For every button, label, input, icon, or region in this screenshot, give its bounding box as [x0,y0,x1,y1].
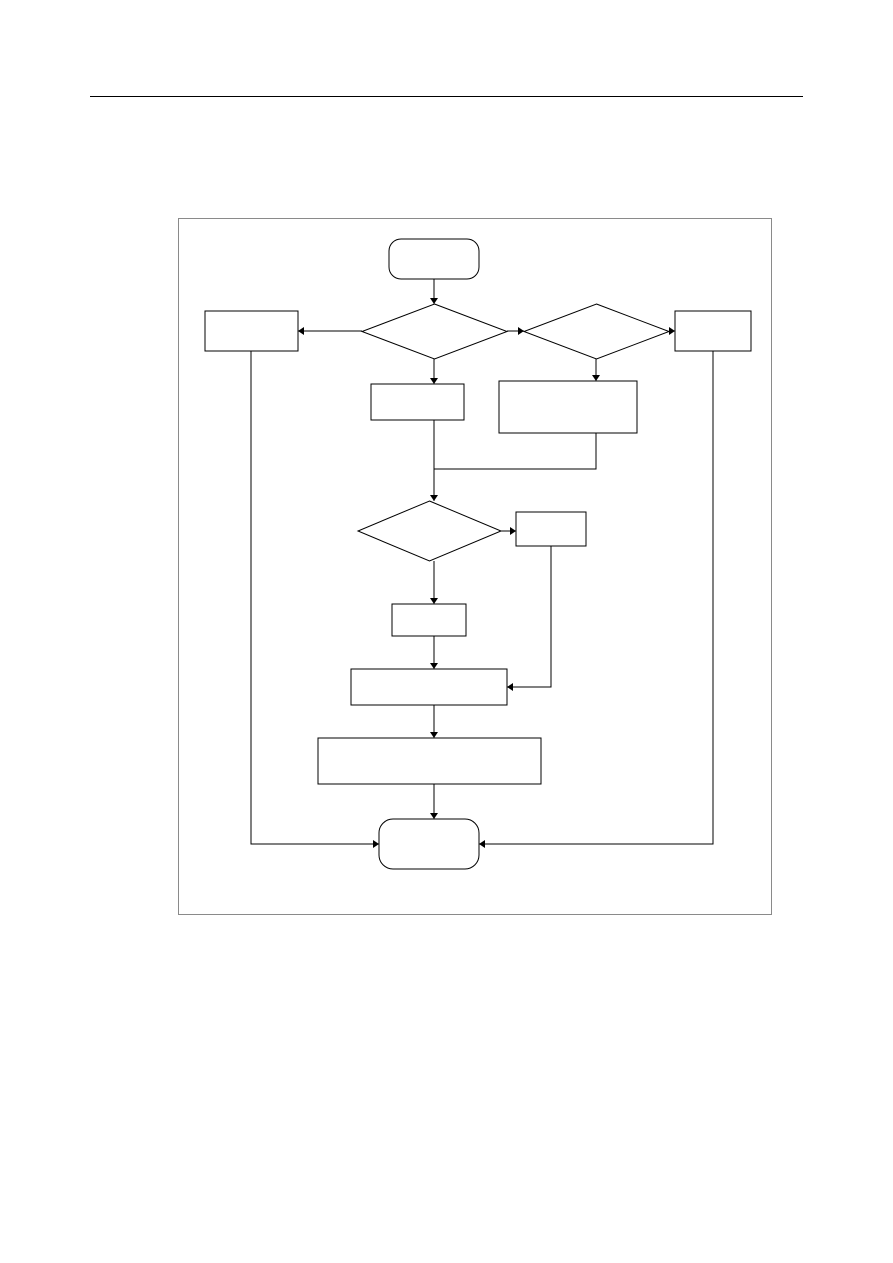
node-proc_b1 [392,604,466,636]
flowchart-svg [179,219,771,914]
flowchart-frame [178,218,772,915]
node-proc_mid_r [499,381,637,433]
header-rule [90,96,803,97]
nodes [205,239,751,869]
node-proc_right [675,311,751,351]
node-proc_left [205,311,298,351]
node-proc_b3 [318,738,541,784]
page: manualshive.com [0,0,893,1263]
node-dec1 [362,304,507,359]
node-proc_b2 [351,669,507,705]
node-start [389,239,479,279]
node-proc_small [516,512,586,546]
node-end [379,819,479,869]
node-proc_mid_l [371,384,464,420]
node-dec2 [524,304,669,359]
node-dec3 [358,501,501,561]
